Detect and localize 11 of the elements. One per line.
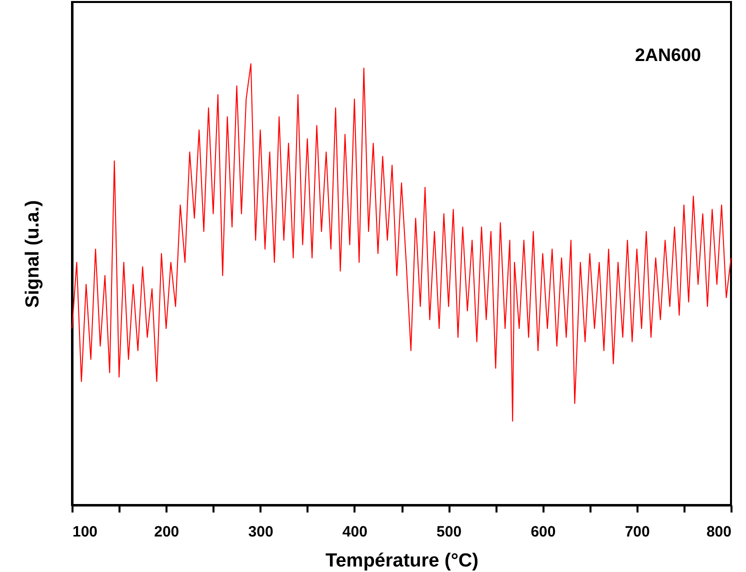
x-tick-label: 100 (72, 524, 98, 540)
x-tick-label: 500 (436, 524, 462, 540)
x-tick-label: 400 (342, 524, 368, 540)
x-tick-label: 300 (248, 524, 274, 540)
x-axis-title: Température (°C) (326, 550, 478, 572)
x-tick-label: 200 (154, 524, 180, 540)
annotation: 2AN600 (634, 45, 701, 65)
x-tick-label: 800 (706, 524, 732, 540)
x-tick-label: 700 (624, 524, 650, 540)
x-tick-label: 600 (530, 524, 556, 540)
y-axis-title: Signal (u.a.) (22, 200, 44, 308)
